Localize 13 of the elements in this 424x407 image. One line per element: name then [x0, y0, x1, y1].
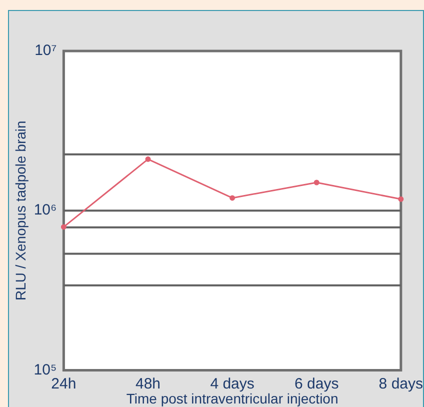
x-tick-label: 48h	[135, 375, 161, 392]
point	[398, 196, 404, 202]
x-tick-label: 8 days	[378, 375, 424, 392]
point	[60, 224, 66, 230]
y-axis-title: RLU / Xenopus tadpole brain	[12, 120, 28, 300]
point	[314, 180, 320, 186]
point	[230, 195, 236, 201]
y-tick-label: 10⁶	[34, 202, 57, 219]
x-tick-label: 6 days	[294, 375, 339, 392]
x-tick-label: 4 days	[210, 375, 254, 392]
point	[145, 156, 151, 162]
x-axis-title: Time post intraventricular injection	[126, 390, 338, 406]
y-tick-label: 10⁷	[34, 42, 57, 60]
